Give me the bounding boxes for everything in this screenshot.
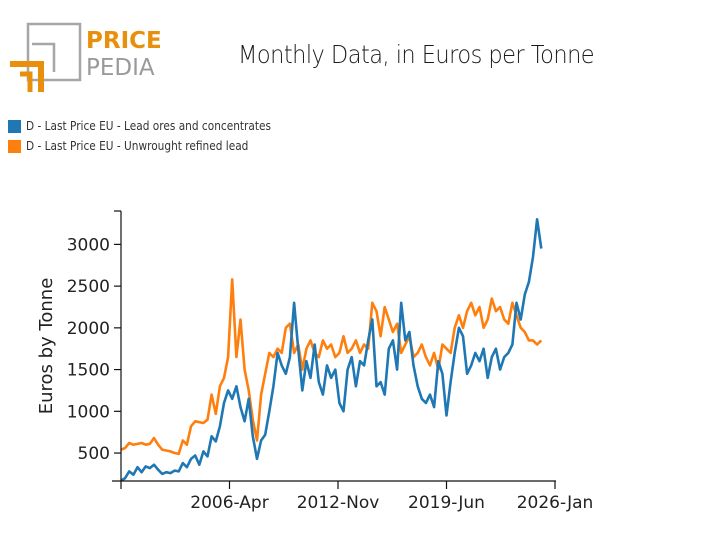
x-tick-label: 2026-Jan [517, 493, 594, 513]
series-layer [120, 218, 543, 482]
y-tick-label: 2500 [67, 277, 110, 297]
logo-square-icon [26, 22, 82, 82]
logo-orange-corner-small-icon [20, 71, 33, 92]
x-tick-label: 2019-Jun [408, 493, 485, 513]
legend-label: D - Last Price EU - Unwrought refined le… [26, 139, 249, 153]
legend-label: D - Last Price EU - Lead ores and concen… [26, 119, 271, 133]
logo-orange-corner-icon [10, 61, 44, 92]
y-ticks: 500 1000 1500 2000 2500 3000 [67, 235, 121, 464]
y-tick-label: 1500 [67, 361, 110, 381]
logo-text-pedia: PEDIA [86, 55, 155, 81]
legend-item-refined-lead[interactable]: D - Last Price EU - Unwrought refined le… [8, 138, 279, 154]
y-axis-title: Euros by Tonne [36, 278, 57, 415]
x-tick-label: 2012-Nov [297, 493, 380, 513]
legend-swatch-blue [8, 119, 21, 133]
y-tick-label: 1000 [67, 402, 110, 422]
x-ticks: 2006-Apr 2012-Nov 2019-Jun 2026-Jan [120, 481, 594, 513]
y-tick-label: 3000 [67, 235, 110, 255]
legend-item-lead-ores[interactable]: D - Last Price EU - Lead ores and concen… [8, 118, 304, 134]
logo-text-price: PRICE [86, 28, 162, 54]
y-tick-label: 2000 [67, 319, 110, 339]
series-line-refined-lead [120, 278, 543, 456]
x-tick-label: 2006-Apr [190, 493, 268, 513]
chart-title: Monthly Data, in Euros per Tonne [238, 40, 595, 69]
logo-inner-corner-icon [32, 42, 56, 72]
series-line-lead-ores [120, 218, 543, 482]
pricepedia-logo: PRICE PEDIA [10, 22, 162, 92]
y-tick-label: 500 [78, 444, 110, 464]
legend-swatch-orange [8, 139, 21, 153]
